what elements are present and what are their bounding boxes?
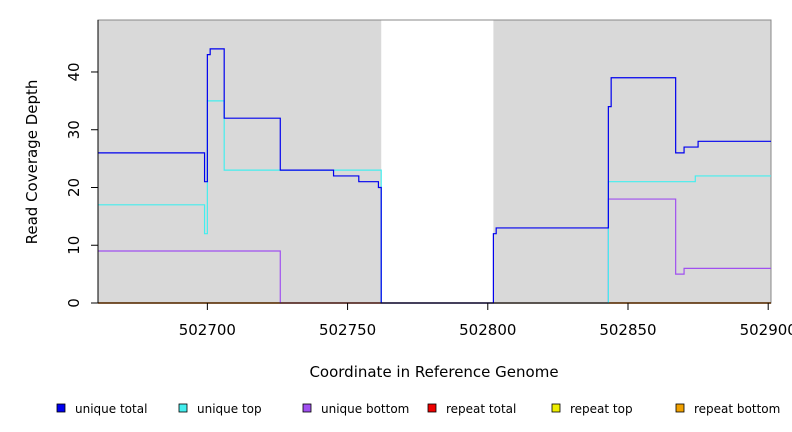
legend-label: unique top	[197, 402, 262, 416]
legend-label: unique total	[75, 402, 147, 416]
uncovered-region	[381, 20, 494, 303]
y-tick-label: 10	[65, 236, 83, 255]
y-axis-title: Read Coverage Depth	[23, 80, 41, 245]
x-tick-label: 502800	[459, 321, 516, 339]
x-tick-label: 502900	[740, 321, 792, 339]
x-axis-title: Coordinate in Reference Genome	[309, 363, 558, 381]
x-tick-label: 502750	[319, 321, 376, 339]
legend-swatch	[675, 403, 685, 413]
legend-label: repeat top	[570, 402, 633, 416]
y-tick-label: 40	[65, 62, 83, 81]
legend-label: unique bottom	[321, 402, 409, 416]
x-tick-label: 502700	[179, 321, 236, 339]
legend-swatch	[56, 403, 66, 413]
x-tick-label: 502850	[599, 321, 656, 339]
y-tick-label: 20	[65, 178, 83, 197]
legend: unique total unique top unique bottom repea…	[56, 402, 780, 416]
series-line-unique-total	[98, 48, 771, 304]
y-tick-label: 0	[65, 298, 83, 308]
legend-swatch	[302, 403, 312, 413]
series-line-unique-bottom	[98, 198, 771, 304]
y-tick-label: 30	[65, 120, 83, 139]
legend-label: repeat bottom	[694, 402, 780, 416]
legend-swatch	[551, 403, 561, 413]
legend-swatch	[427, 403, 437, 413]
legend-label: repeat total	[446, 402, 516, 416]
x-axis: 502700 502750 502800 502850 502900	[98, 302, 792, 339]
legend-swatch	[178, 403, 188, 413]
y-axis: 0 10 20 30 40	[65, 20, 99, 308]
